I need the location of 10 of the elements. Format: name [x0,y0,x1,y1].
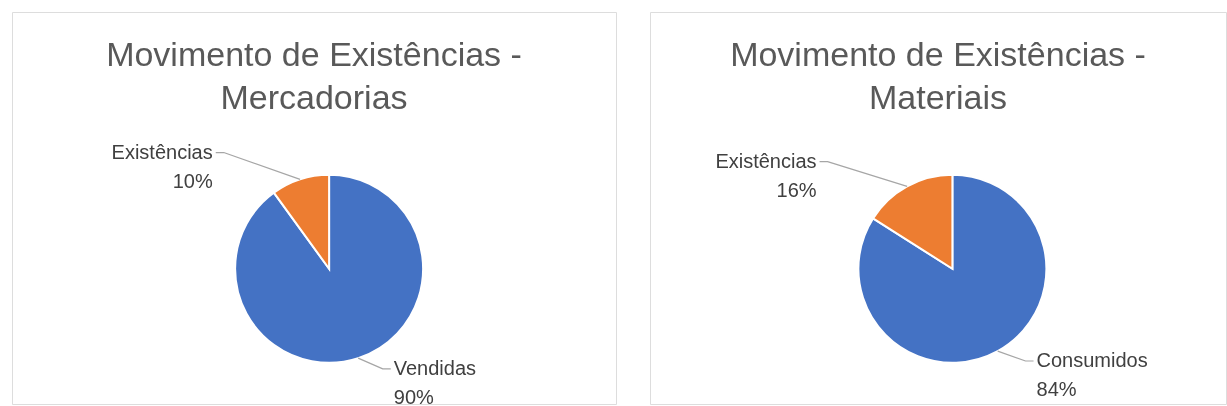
data-label: 90% [393,385,434,406]
data-label: 84% [1036,378,1077,401]
slice-label: Existências [715,149,817,172]
slice-label: Consumidos [1036,349,1148,372]
slice-label: Vendidas [393,356,477,379]
data-label: 16% [776,178,817,201]
chart-title: Movimento de Existências - Mercadorias [106,35,522,116]
slice-label: Existências [111,140,213,163]
data-label: 10% [172,169,213,192]
chart-title: Movimento de Existências - Materiais [730,35,1146,116]
